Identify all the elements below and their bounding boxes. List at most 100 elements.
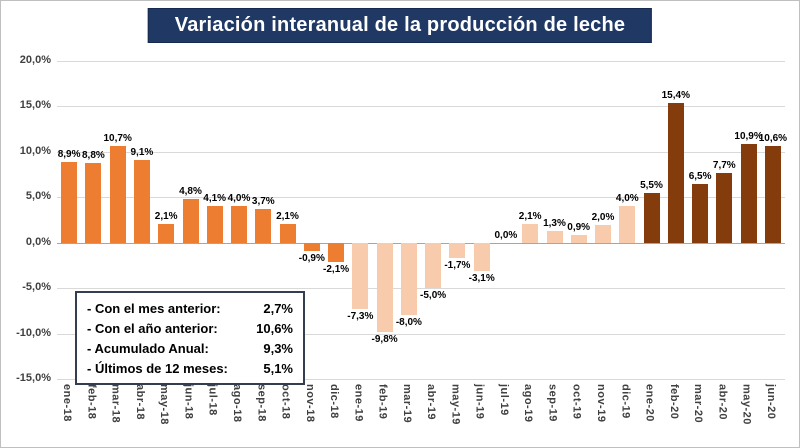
x-axis-label-abr-19: abr-19 [425, 384, 438, 421]
y-axis-label: -5,0% [22, 281, 51, 294]
x-axis-label-dic-18: dic-18 [328, 384, 341, 419]
summary-label: - Con el mes anterior: [87, 300, 221, 316]
x-axis-label-oct-18: oct-18 [279, 384, 292, 420]
bar-jul-18 [206, 205, 223, 243]
x-axis-label-ene-18: ene-18 [61, 384, 74, 422]
summary-label: - Acumulado Anual: [87, 340, 209, 356]
bar-abr-19 [425, 242, 442, 289]
bar-feb-18 [85, 162, 102, 243]
summary-row-month: - Con el mes anterior: 2,7% [87, 301, 293, 316]
data-label-oct-19: 0,9% [567, 221, 591, 233]
data-label-ene-18: 8,9% [57, 148, 81, 160]
x-axis-label-dic-19: dic-19 [619, 384, 632, 419]
data-label-mar-19: -8,0% [395, 317, 422, 329]
bar-jun-19 [473, 242, 490, 271]
zero-gridline [57, 242, 785, 244]
gridline [57, 106, 785, 108]
x-axis-label-sep-18: sep-18 [255, 384, 268, 422]
summary-label: - Últimos de 12 meses: [87, 360, 228, 376]
x-axis-label-abr-18: abr-18 [133, 384, 146, 421]
bar-ago-18 [231, 206, 247, 243]
x-axis-label-ago-19: ago-19 [522, 384, 535, 423]
gridline [57, 379, 785, 380]
data-label-may-18: 2,1% [154, 210, 178, 222]
bar-may-18 [158, 223, 175, 243]
bar-ene-20 [643, 192, 660, 243]
data-label-may-19: -1,7% [444, 260, 471, 272]
summary-box: - Con el mes anterior: 2,7% - Con el año… [75, 291, 305, 385]
bar-mar-18 [109, 145, 126, 243]
bar-sep-18 [255, 209, 272, 243]
x-axis-label-nov-18: nov-18 [303, 384, 316, 423]
x-axis-label-feb-19: feb-19 [376, 384, 389, 420]
x-axis-label-ene-20: ene-20 [643, 384, 656, 422]
y-axis-label: 5,0% [25, 190, 51, 203]
x-axis-label-feb-18: feb-18 [85, 384, 98, 420]
data-label-abr-18: 9,1% [130, 147, 154, 158]
x-axis-label-feb-20: feb-20 [667, 384, 680, 420]
y-axis-label: 10,0% [19, 144, 51, 157]
bar-oct-19 [570, 234, 587, 243]
data-label-dic-19: 4,0% [615, 193, 639, 205]
x-axis-label-mar-18: mar-18 [109, 384, 122, 424]
gridline [57, 151, 785, 153]
bar-feb-19 [376, 242, 393, 332]
data-label-ene-20: 5,5% [640, 179, 663, 191]
x-axis-label-abr-20: abr-20 [716, 384, 729, 421]
x-axis-label-ago-18: ago-18 [231, 384, 243, 423]
x-axis-label-jun-20: jun-20 [764, 384, 777, 420]
data-label-nov-18: -0,9% [298, 252, 325, 264]
bar-nov-18 [303, 242, 320, 251]
bar-oct-18 [279, 223, 296, 243]
data-label-jun-18: 4,8% [179, 186, 202, 198]
data-label-jun-20: 10,6% [758, 133, 788, 145]
data-label-ago-19: 2,1% [518, 210, 542, 222]
bar-abr-18 [133, 160, 150, 243]
bar-dic-18 [328, 242, 345, 262]
gridline [57, 288, 785, 290]
data-label-ago-18: 4,0% [227, 193, 251, 205]
data-label-may-20: 10,9% [734, 130, 763, 142]
data-label-jul-19: 0,0% [494, 229, 518, 241]
plot-area: 20,0% 15,0% 10,0% 5,0% 0,0% -5,0% -10,0% -15,0%… [16, 54, 787, 425]
data-label-abr-20: 7,7% [712, 159, 736, 171]
summary-row-year: - Con el año anterior: 10,6% [87, 321, 293, 336]
data-label-ene-19: -7,3% [347, 311, 374, 322]
x-axis-label-may-19: may-19 [449, 384, 462, 425]
x-axis-label-jun-19: jun-19 [473, 384, 486, 420]
bar-jun-18 [182, 199, 199, 243]
gridline [57, 61, 785, 62]
gridline [57, 197, 785, 199]
data-label-mar-18: 10,7% [103, 132, 132, 144]
chart-title: Variación interanual de la producción de… [147, 8, 653, 43]
bar-mar-20 [692, 183, 709, 243]
summary-value: 2,7% [263, 300, 293, 316]
summary-value: 9,3% [263, 340, 293, 356]
data-label-abr-19: -5,0% [420, 290, 447, 302]
data-label-jul-18: 4,1% [203, 192, 227, 204]
bar-jun-20 [764, 146, 781, 243]
x-axis-label-jul-18: jul-18 [206, 384, 219, 416]
x-axis-label-sep-19: sep-19 [546, 384, 559, 422]
x-axis-label-ene-19: ene-19 [352, 384, 365, 422]
x-axis-label-jun-18: jun-18 [182, 384, 195, 420]
y-axis-label: -10,0% [16, 326, 51, 339]
summary-label: - Con el año anterior: [87, 320, 218, 336]
summary-value: 10,6% [256, 320, 293, 336]
data-label-sep-18: 3,7% [251, 196, 275, 208]
gridline [57, 333, 785, 335]
bar-mar-19 [400, 242, 417, 316]
bar-nov-19 [595, 224, 611, 243]
x-axis-label-nov-19: nov-19 [595, 384, 607, 423]
x-axis-label-may-20: may-20 [740, 384, 753, 425]
summary-value: 5,1% [263, 360, 293, 376]
bar-ago-19 [522, 223, 539, 243]
y-axis-label: -15,0% [16, 372, 51, 384]
x-axis-label-jul-19: jul-19 [497, 384, 510, 416]
bar-feb-20 [667, 102, 684, 243]
bar-may-20 [740, 143, 757, 243]
x-axis-label-mar-19: mar-19 [400, 384, 413, 424]
y-axis-label: 20,0% [19, 54, 51, 66]
data-label-oct-18: 2,1% [276, 210, 299, 222]
